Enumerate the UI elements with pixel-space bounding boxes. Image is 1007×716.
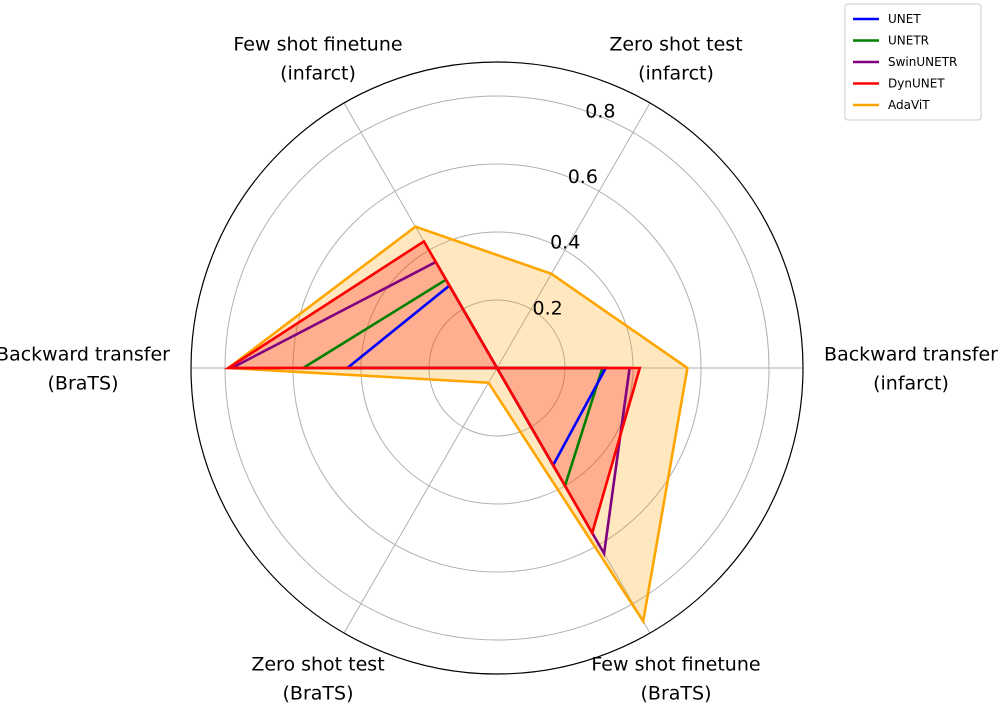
radial-tick-labels: 0.2 0.4 0.6 0.8 xyxy=(532,100,615,319)
series-fill-adavit xyxy=(228,226,688,622)
spoke-4 xyxy=(343,367,498,634)
axis-label-5: Few shot finetune (BraTS) xyxy=(591,654,760,705)
legend-label-unet: UNET xyxy=(888,12,921,26)
axis-label-3: Backward transfer (BraTS) xyxy=(0,344,170,395)
tick-label-0.8: 0.8 xyxy=(585,100,615,122)
axis-label-0: Backward transfer (infarct) xyxy=(824,344,998,395)
spoke-1 xyxy=(496,102,651,369)
axis-label-4: Zero shot test (BraTS) xyxy=(251,654,384,705)
legend-box xyxy=(844,3,982,121)
outer-frame xyxy=(190,61,804,675)
axis-label-2: Few shot finetune (infarct) xyxy=(233,34,402,85)
legend-label-unetr: UNETR xyxy=(888,34,929,48)
series-lines xyxy=(224,225,689,625)
series-line-dynunet xyxy=(224,239,642,537)
series-fill-dynunet xyxy=(228,241,640,533)
legend-label-adavit: AdaViT xyxy=(888,98,930,112)
axis-label-1: Zero shot test (infarct) xyxy=(609,34,742,85)
legend-label-dynunet: DynUNET xyxy=(888,77,945,91)
legend-label-swinunetr: SwinUNETR xyxy=(888,55,957,69)
axis-labels: Backward transfer (infarct) Zero shot test… xyxy=(0,34,998,705)
series-fills xyxy=(228,226,688,622)
legend: UNET UNETR SwinUNETR DynUNET AdaViT xyxy=(844,3,982,121)
tick-label-0.4: 0.4 xyxy=(550,232,580,254)
tick-label-0.2: 0.2 xyxy=(532,297,562,319)
tick-label-0.6: 0.6 xyxy=(568,166,598,188)
